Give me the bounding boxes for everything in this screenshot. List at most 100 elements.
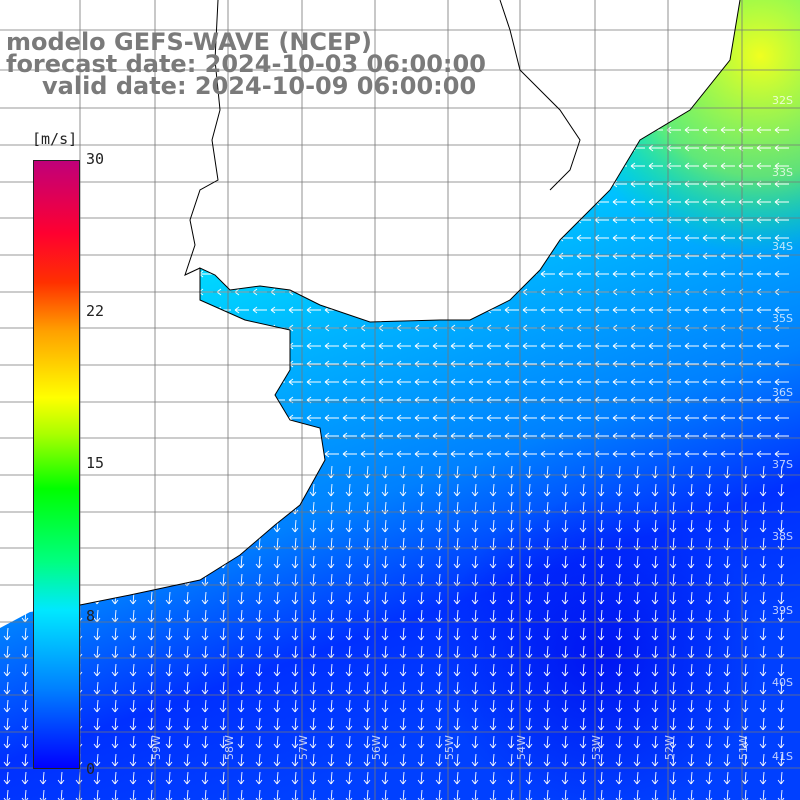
wind-arrow: [345, 609, 353, 623]
wind-arrow: [633, 735, 641, 749]
wind-arrow: [543, 519, 551, 533]
wind-arrow: [363, 627, 371, 641]
wind-arrow: [579, 555, 587, 569]
wind-arrow: [471, 645, 479, 659]
wind-arrow: [612, 198, 627, 206]
wind-arrow: [648, 252, 663, 260]
wind-arrow: [93, 717, 101, 731]
wind-arrow: [702, 378, 717, 386]
wind-arrow: [648, 270, 663, 278]
wind-arrow: [165, 609, 173, 623]
wind-arrow: [111, 645, 119, 659]
wind-arrow: [561, 735, 569, 749]
wind-arrow: [489, 789, 497, 800]
wind-arrow: [363, 483, 371, 497]
colorbar-tick-8: 8: [86, 607, 96, 625]
wind-arrow: [687, 753, 695, 767]
wind-arrow: [651, 591, 659, 605]
colorbar-unit: [m/s]: [32, 130, 78, 148]
wind-arrow: [612, 216, 627, 224]
wind-arrow: [309, 753, 317, 767]
wind-arrow: [219, 645, 227, 659]
wind-arrow: [507, 717, 515, 731]
wind-arrow: [507, 789, 515, 800]
wind-arrow: [684, 252, 699, 260]
wind-arrow: [777, 663, 785, 677]
wind-arrow: [399, 663, 407, 677]
wind-arrow: [219, 771, 227, 785]
wind-arrow: [522, 450, 537, 458]
wind-arrow: [435, 753, 443, 767]
wind-arrow: [363, 699, 371, 713]
wind-arrow: [684, 306, 699, 314]
wind-arrow: [525, 789, 533, 800]
wind-arrow: [741, 699, 749, 713]
wind-arrow: [237, 627, 245, 641]
wind-arrow: [702, 180, 717, 188]
wind-arrow: [342, 414, 357, 422]
wind-arrow: [345, 681, 353, 695]
wind-arrow: [111, 609, 119, 623]
wind-arrow: [147, 699, 155, 713]
wind-arrow: [684, 360, 699, 368]
wind-arrow: [291, 681, 299, 695]
wind-arrow: [435, 609, 443, 623]
wind-arrow: [417, 645, 425, 659]
wind-arrow: [219, 789, 227, 800]
wind-arrow: [363, 609, 371, 623]
wind-arrow: [687, 771, 695, 785]
wind-arrow: [486, 360, 501, 368]
wind-arrow: [381, 681, 389, 695]
wind-arrow: [309, 483, 317, 497]
wind-arrow: [651, 753, 659, 767]
wind-arrow: [576, 378, 591, 386]
lon-label: 56W: [370, 735, 383, 760]
wind-arrow: [111, 753, 119, 767]
wind-arrow: [756, 126, 771, 134]
wind-arrow: [597, 753, 605, 767]
wind-arrow: [183, 789, 191, 800]
wind-arrow: [687, 645, 695, 659]
wind-arrow: [219, 663, 227, 677]
wind-arrow: [273, 645, 281, 659]
wind-arrow: [3, 663, 11, 677]
wind-arrow: [579, 609, 587, 623]
wind-arrow: [669, 753, 677, 767]
wind-arrow: [522, 360, 537, 368]
wind-arrow: [612, 270, 627, 278]
wind-arrow: [417, 483, 425, 497]
lat-label: 35S: [772, 312, 793, 325]
wind-arrow: [684, 396, 699, 404]
wind-arrow: [381, 663, 389, 677]
wind-arrow: [774, 216, 789, 224]
wind-arrow: [306, 306, 321, 314]
wind-arrow: [651, 789, 659, 800]
wind-arrow: [633, 645, 641, 659]
wind-arrow: [774, 450, 789, 458]
wind-arrow: [111, 663, 119, 677]
wind-arrow: [612, 450, 627, 458]
wind-arrow: [579, 699, 587, 713]
wind-arrow: [612, 234, 627, 242]
wind-arrow: [378, 378, 393, 386]
wind-arrow: [774, 342, 789, 350]
wind-arrow: [327, 699, 335, 713]
wind-arrow: [597, 483, 605, 497]
wind-arrow: [630, 360, 645, 368]
wind-arrow: [381, 555, 389, 569]
wind-arrow: [399, 735, 407, 749]
wind-arrow: [651, 609, 659, 623]
wind-arrow: [720, 198, 735, 206]
wind-arrow: [723, 717, 731, 731]
wind-arrow: [414, 450, 429, 458]
wind-arrow: [324, 378, 339, 386]
wind-arrow: [522, 396, 537, 404]
wind-arrow: [219, 735, 227, 749]
wind-arrow: [93, 789, 101, 800]
wind-arrow: [327, 627, 335, 641]
wind-arrow: [471, 663, 479, 677]
wind-arrow: [237, 555, 245, 569]
wind-arrow: [543, 771, 551, 785]
wind-arrow: [363, 519, 371, 533]
wind-arrow: [201, 627, 209, 641]
